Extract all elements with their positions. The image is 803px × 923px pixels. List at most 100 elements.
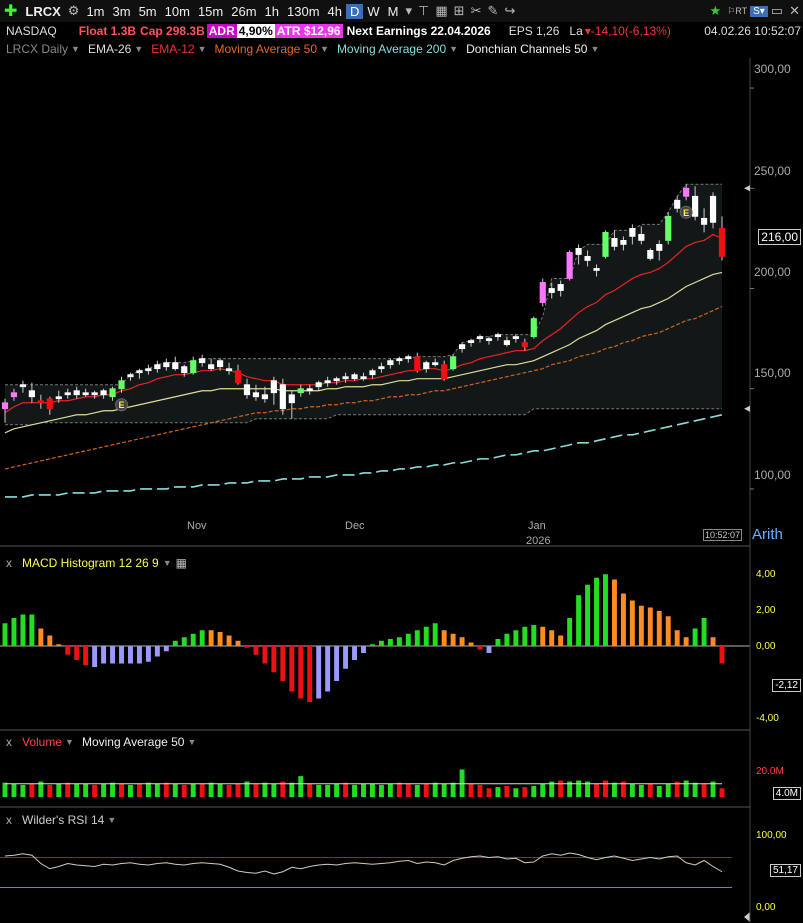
timeframe-w[interactable]: W (367, 3, 380, 19)
candle-body (127, 374, 134, 378)
candle-body (154, 364, 161, 370)
timeframe-130m[interactable]: 130m (287, 3, 320, 19)
volume-bar (486, 788, 492, 797)
volume-bar (701, 783, 707, 797)
scissors-icon[interactable]: ✂ (470, 3, 482, 18)
volume-bar (11, 783, 17, 797)
text-tool-icon[interactable]: ⊤ (418, 3, 430, 18)
add-icon[interactable]: ✚ (4, 3, 18, 20)
candle-body (324, 380, 331, 384)
volume-tick: 20.0M (756, 766, 784, 777)
timeframe-3m[interactable]: 3m (112, 3, 131, 19)
candle-body (91, 392, 98, 396)
macd-bar (208, 630, 214, 646)
macd-bar (719, 646, 725, 664)
chevron-down-icon[interactable]: ▼ (197, 44, 207, 54)
ma50-label[interactable]: Moving Average 50 (214, 42, 318, 56)
candle-body (656, 244, 663, 251)
candle-body (584, 256, 591, 261)
candle-body (611, 237, 618, 247)
volume-bar (226, 784, 232, 797)
volume-bar (208, 782, 214, 797)
macd-bar (468, 642, 474, 646)
scale-mode[interactable]: Arith (752, 526, 783, 543)
rsi-tick: 0,00 (756, 902, 776, 913)
volume-title[interactable]: Volume (22, 735, 63, 749)
crosshair-icon[interactable]: ⊞ (453, 3, 465, 18)
minimize-icon[interactable]: ▭ (770, 3, 784, 18)
candle-body (243, 384, 251, 396)
ma200-label[interactable]: Moving Average 200 (336, 42, 447, 56)
volume-bar (280, 781, 286, 797)
timeframe-26m[interactable]: 26m (231, 3, 257, 19)
volume-bar (110, 782, 116, 797)
chevron-down-icon[interactable]: ▼ (134, 44, 144, 54)
grid-icon[interactable]: ▦ (175, 556, 187, 570)
chevron-down-icon[interactable]: ▼ (71, 44, 80, 54)
chart-style-icon[interactable]: ▦ (435, 3, 448, 18)
timeframe-m[interactable]: M (387, 3, 399, 19)
timeframe-1m[interactable]: 1m (86, 3, 105, 19)
candle-body (718, 227, 726, 257)
volume-bar (513, 788, 519, 797)
s-button[interactable]: S▾ (750, 5, 768, 17)
symbol-input[interactable]: LRCX (25, 3, 61, 19)
volume-bar (674, 781, 680, 797)
share-icon[interactable]: ↪ (504, 3, 516, 18)
star-icon[interactable]: ★ (709, 3, 722, 18)
timeframe-15m[interactable]: 15m (197, 3, 224, 19)
timeframe-10m[interactable]: 10m (164, 3, 190, 19)
candle-body (1, 402, 9, 410)
candle-body (494, 334, 502, 338)
candle-body (252, 392, 260, 398)
macd-bar (47, 635, 53, 646)
chevron-down-icon[interactable]: ▼ (320, 44, 329, 54)
ema12-label[interactable]: EMA-12 (151, 42, 195, 56)
chevron-down-icon[interactable]: ▼ (107, 815, 117, 825)
price-tick: 100,00 (754, 468, 791, 482)
close-icon[interactable]: ✕ (789, 3, 800, 18)
close-icon[interactable]: x (6, 813, 12, 827)
volume-bar (136, 783, 142, 797)
candle-body (396, 358, 403, 362)
timeframe-1h[interactable]: 1h (264, 3, 279, 19)
candle-body (503, 340, 510, 346)
price-tick: 200,00 (754, 265, 791, 279)
rt-flag-icon[interactable]: ⚐RT (727, 5, 748, 16)
volume-bar (477, 784, 483, 797)
chevron-down-icon[interactable]: ▼ (187, 737, 197, 747)
ema26-label[interactable]: EMA-26 (87, 42, 132, 56)
timeframe-5m[interactable]: 5m (138, 3, 157, 19)
chevron-down-icon[interactable]: ▼ (65, 737, 74, 747)
volume-ma-title[interactable]: Moving Average 50 (81, 735, 185, 749)
macd-bar (504, 633, 510, 646)
chevron-down-icon[interactable]: ▼ (590, 44, 600, 54)
timeframe-d[interactable]: D (346, 3, 364, 19)
chevron-down-icon[interactable]: ▼ (449, 44, 459, 54)
candle-body (620, 239, 627, 245)
rsi-title[interactable]: Wilder's RSI 14 (22, 813, 105, 827)
dropdown-icon[interactable]: ▾ (405, 3, 413, 18)
candle-body (199, 358, 206, 364)
price-tick: 250,00 (754, 164, 791, 178)
close-icon[interactable]: x (6, 556, 12, 570)
last-label: La (569, 24, 583, 38)
macd-bar (29, 614, 35, 646)
macd-title[interactable]: MACD Histogram 12 26 9 (22, 556, 159, 570)
volume-bar (594, 783, 599, 797)
macd-bar (629, 600, 635, 646)
rsi-tick: 100,00 (756, 830, 787, 841)
chevron-down-icon[interactable]: ▼ (162, 558, 172, 568)
close-icon[interactable]: x (6, 735, 12, 749)
gear-icon[interactable]: ⚙ (67, 3, 80, 18)
donchian-label[interactable]: Donchian Channels 50 (466, 42, 588, 56)
macd-bar (128, 646, 133, 664)
candle-body (73, 390, 80, 396)
draw-pen-icon[interactable]: ✎ (487, 3, 499, 18)
candle-body (647, 250, 654, 259)
volume-bar (289, 782, 295, 797)
exchange-label: NASDAQ (6, 24, 57, 38)
volume-bar (47, 784, 53, 797)
timeframe-4h[interactable]: 4h (327, 3, 342, 19)
